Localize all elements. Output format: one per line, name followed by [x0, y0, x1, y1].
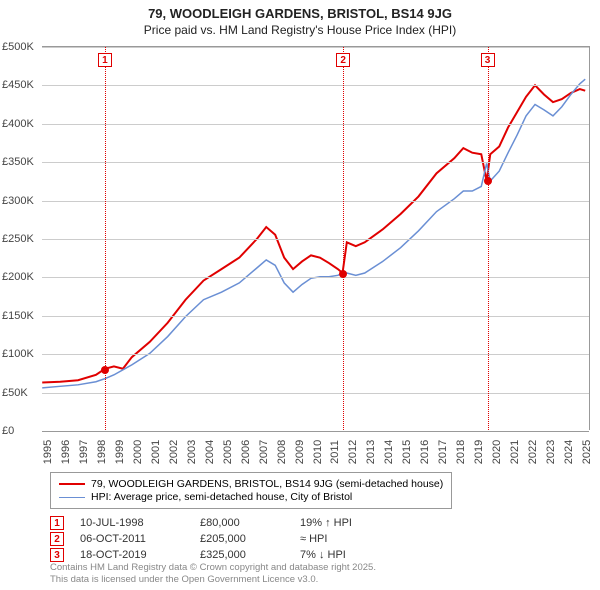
x-axis-label: 1995: [42, 440, 54, 464]
x-axis-label: 2021: [509, 440, 521, 464]
marker-box-1: 1: [98, 53, 112, 67]
sales-date-1: 10-JUL-1998: [80, 517, 200, 529]
series-hpi: [42, 79, 585, 388]
sales-row-2: 2 06-OCT-2011 £205,000 ≈ HPI: [50, 531, 420, 546]
x-axis-label: 1999: [114, 440, 126, 464]
marker-dot-3: [484, 177, 492, 185]
x-axis-label: 1997: [78, 440, 90, 464]
x-axis-label: 2000: [132, 440, 144, 464]
sales-marker-2: 2: [50, 532, 64, 546]
marker-line-2: [343, 47, 344, 430]
sales-diff-1: 19% ↑ HPI: [300, 517, 420, 529]
sales-date-3: 18-OCT-2019: [80, 549, 200, 561]
x-axis-label: 2001: [150, 440, 162, 464]
y-axis-label: £150K: [0, 310, 40, 322]
y-axis-label: £0: [0, 425, 40, 437]
legend-label-hpi: HPI: Average price, semi-detached house,…: [91, 491, 352, 503]
marker-line-3: [488, 47, 489, 430]
y-axis-label: £100K: [0, 348, 40, 360]
x-axis-label: 2016: [419, 440, 431, 464]
chart-legend: 79, WOODLEIGH GARDENS, BRISTOL, BS14 9JG…: [50, 472, 452, 509]
series-property: [42, 85, 585, 382]
y-axis-label: £350K: [0, 156, 40, 168]
x-axis-label: 1998: [96, 440, 108, 464]
x-axis-label: 2024: [563, 440, 575, 464]
x-axis-label: 2013: [365, 440, 377, 464]
y-axis-label: £300K: [0, 195, 40, 207]
marker-box-3: 3: [481, 53, 495, 67]
x-axis-label: 2003: [186, 440, 198, 464]
x-axis-label: 2008: [276, 440, 288, 464]
legend-label-property: 79, WOODLEIGH GARDENS, BRISTOL, BS14 9JG…: [91, 478, 443, 490]
legend-swatch-hpi: [59, 497, 85, 498]
sales-price-2: £205,000: [200, 533, 300, 545]
x-axis-label: 2015: [401, 440, 413, 464]
sales-marker-1: 1: [50, 516, 64, 530]
sales-row-3: 3 18-OCT-2019 £325,000 7% ↓ HPI: [50, 547, 420, 562]
y-axis-label: £250K: [0, 233, 40, 245]
footnote-line1: Contains HM Land Registry data © Crown c…: [50, 562, 376, 574]
x-axis-label: 1996: [60, 440, 72, 464]
x-axis-label: 2012: [347, 440, 359, 464]
x-axis-label: 2002: [168, 440, 180, 464]
y-axis-label: £500K: [0, 41, 40, 53]
legend-swatch-property: [59, 483, 85, 485]
x-axis-label: 2019: [473, 440, 485, 464]
footnote-line2: This data is licensed under the Open Gov…: [50, 574, 376, 586]
x-axis-label: 2005: [222, 440, 234, 464]
chart-plot-area: £0£50K£100K£150K£200K£250K£300K£350K£400…: [42, 46, 590, 430]
sales-table: 1 10-JUL-1998 £80,000 19% ↑ HPI 2 06-OCT…: [50, 514, 420, 563]
y-axis-label: £50K: [0, 387, 40, 399]
chart-title-line1: 79, WOODLEIGH GARDENS, BRISTOL, BS14 9JG: [0, 6, 600, 21]
marker-box-2: 2: [336, 53, 350, 67]
sales-diff-3: 7% ↓ HPI: [300, 549, 420, 561]
x-axis-label: 2014: [383, 440, 395, 464]
marker-dot-2: [339, 270, 347, 278]
y-axis-label: £200K: [0, 271, 40, 283]
x-axis-label: 2020: [491, 440, 503, 464]
x-axis-label: 2022: [527, 440, 539, 464]
x-axis-label: 2011: [329, 440, 341, 464]
sales-diff-2: ≈ HPI: [300, 533, 420, 545]
legend-row-hpi: HPI: Average price, semi-detached house,…: [59, 491, 443, 503]
sales-marker-3: 3: [50, 548, 64, 562]
sales-row-1: 1 10-JUL-1998 £80,000 19% ↑ HPI: [50, 515, 420, 530]
chart-title-line2: Price paid vs. HM Land Registry's House …: [0, 23, 600, 37]
marker-dot-1: [101, 366, 109, 374]
x-axis-label: 2009: [294, 440, 306, 464]
y-axis-label: £450K: [0, 79, 40, 91]
sales-price-3: £325,000: [200, 549, 300, 561]
legend-row-property: 79, WOODLEIGH GARDENS, BRISTOL, BS14 9JG…: [59, 478, 443, 490]
x-axis-label: 2007: [258, 440, 270, 464]
sales-date-2: 06-OCT-2011: [80, 533, 200, 545]
chart-title-block: 79, WOODLEIGH GARDENS, BRISTOL, BS14 9JG…: [0, 0, 600, 37]
footnote: Contains HM Land Registry data © Crown c…: [50, 562, 376, 586]
y-axis-label: £400K: [0, 118, 40, 130]
x-axis-label: 2017: [437, 440, 449, 464]
x-axis-label: 2025: [581, 440, 593, 464]
x-axis-label: 2004: [204, 440, 216, 464]
x-axis-label: 2006: [240, 440, 252, 464]
x-axis-label: 2010: [312, 440, 324, 464]
x-axis-label: 2023: [545, 440, 557, 464]
sales-price-1: £80,000: [200, 517, 300, 529]
x-axis-label: 2018: [455, 440, 467, 464]
